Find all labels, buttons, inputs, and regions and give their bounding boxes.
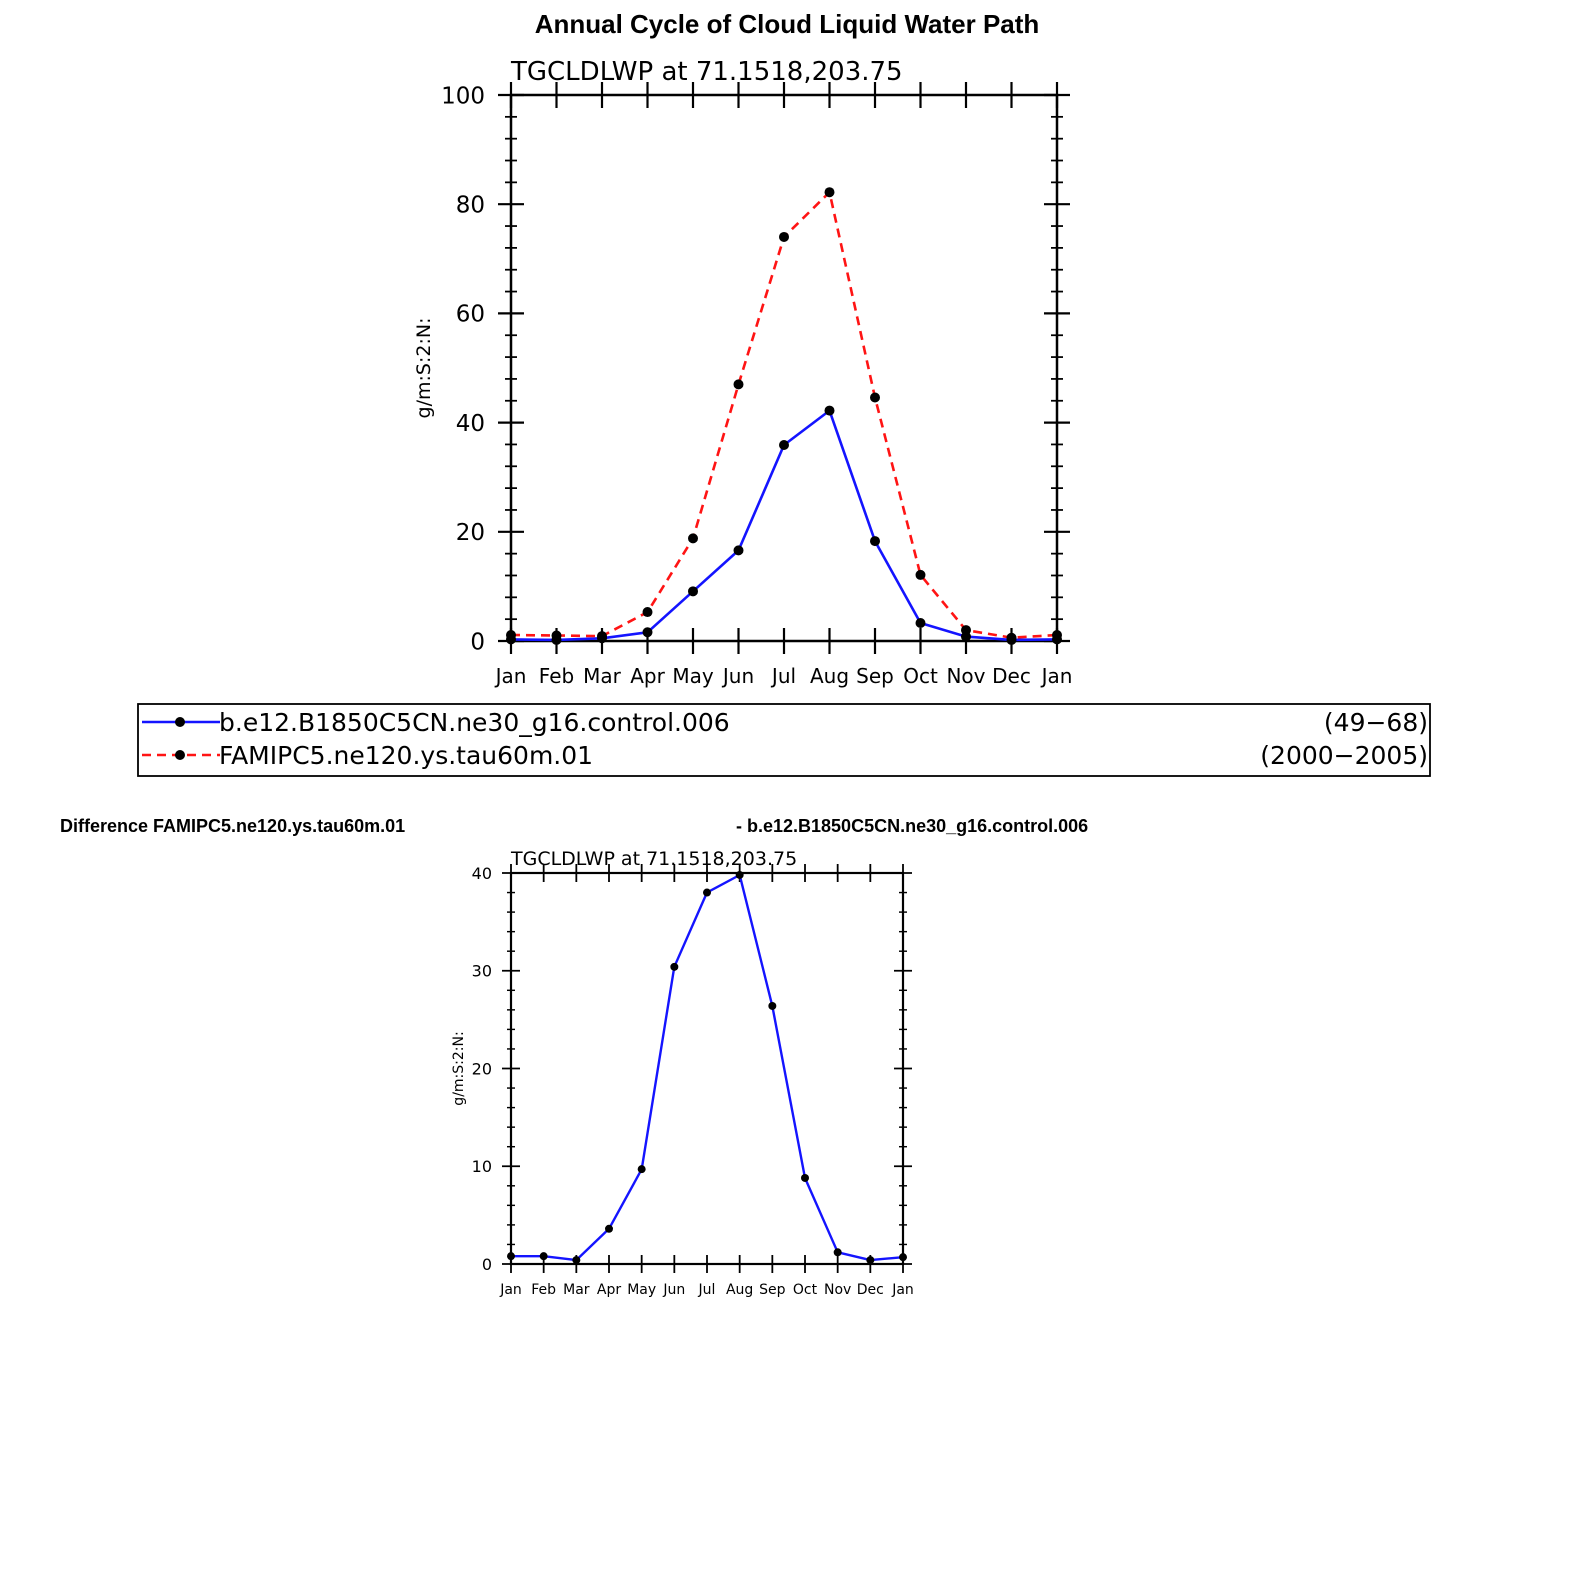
x-tick-label: Sep [856, 664, 894, 688]
top-chart: Jan Feb Mar Apr May Jun Jul Aug Sep Oct Nov Dec Jan 0… [413, 57, 1072, 688]
x-tick-label: Jan [1040, 664, 1073, 688]
x-tick-label: Sep [759, 1282, 786, 1298]
series-line-1 [511, 873, 904, 1262]
x-tick-label: Jun [721, 664, 754, 688]
data-point [833, 1248, 842, 1257]
chart-subtitle: TGCLDLWP at 71.1518,203.75 [510, 57, 903, 87]
x-tick-label: Aug [726, 1282, 753, 1298]
x-tick-label: Nov [946, 664, 985, 688]
data-point [703, 888, 711, 897]
data-point [507, 1252, 515, 1261]
x-tick-label: Oct [903, 664, 938, 688]
x-tick-label: Apr [597, 1282, 621, 1298]
data-point [539, 1252, 548, 1261]
legend-frame [137, 703, 1431, 777]
data-point [733, 545, 744, 556]
data-point [597, 631, 607, 642]
y-tick-label: 30 [472, 962, 492, 981]
legend-label: FAMIPC5.ne120.ys.tau60m.01 [219, 741, 593, 770]
y-tick-label: 10 [472, 1157, 492, 1176]
x-tick-label: Jan [499, 1282, 522, 1298]
data-point [915, 617, 926, 628]
data-point [824, 187, 835, 198]
data-point [915, 569, 926, 580]
difference-title-left: Difference FAMIPC5.ne120.ys.tau60m.01 [60, 816, 405, 836]
x-tick-label: Jan [494, 664, 527, 688]
data-point [506, 629, 516, 640]
x-tick-label: Feb [539, 664, 574, 688]
data-point [688, 586, 698, 597]
x-tick-label: Aug [810, 664, 849, 688]
x-tick-label: Jul [698, 1282, 716, 1298]
difference-title-right: - b.e12.B1850C5CN.ne30_g16.control.006 [736, 816, 1088, 836]
x-tick-label: May [672, 664, 714, 688]
y-axis-label: g/m:S:2:N: [451, 1031, 467, 1105]
plot-frame [509, 871, 905, 1266]
legend-years: (49−68) [1324, 708, 1428, 737]
data-point [688, 533, 698, 544]
y-tick-label: 40 [456, 411, 485, 437]
y-tick-label: 20 [472, 1059, 492, 1078]
x-tick-label: Oct [793, 1282, 818, 1298]
y-axis-label: g/m:S:2:N: [413, 318, 435, 419]
data-point [870, 536, 880, 547]
data-point [1006, 632, 1017, 643]
legend-marker [175, 750, 185, 760]
legend-years: (2000−2005) [1260, 741, 1428, 770]
legend-marker [175, 717, 185, 727]
data-point [735, 870, 744, 879]
data-point [801, 1173, 809, 1182]
y-tick-label: 20 [456, 520, 485, 546]
data-point [637, 1165, 646, 1174]
x-tick-label: Apr [630, 664, 665, 688]
x-tick-label: Mar [563, 1282, 590, 1298]
data-point [642, 607, 653, 618]
data-point [824, 405, 835, 416]
data-point [605, 1224, 613, 1233]
data-point [899, 1253, 907, 1262]
x-tick-label: May [627, 1282, 656, 1298]
x-tick-label: Jan [891, 1282, 914, 1298]
data-point [642, 627, 653, 638]
data-point [572, 1256, 581, 1265]
chart-subtitle: TGCLDLWP at 71.1518,203.75 [510, 848, 797, 870]
series-line-2 [510, 190, 1058, 640]
y-tick-label: 80 [456, 192, 485, 218]
x-tick-label: Feb [531, 1282, 556, 1298]
y-tick-label: 60 [456, 302, 485, 328]
data-point [961, 625, 971, 636]
data-point [779, 439, 789, 450]
y-tick-label: 100 [441, 83, 485, 109]
plot-frame [509, 93, 1059, 643]
data-point [670, 962, 679, 971]
x-tick-label: Jul [770, 664, 796, 688]
x-tick-label: Nov [824, 1282, 851, 1298]
y-tick-label: 0 [470, 629, 485, 655]
difference-chart: Jan Feb Mar Apr May Jun Jul Aug Sep Oct Nov Dec Jan 0… [451, 848, 914, 1298]
data-point [866, 1256, 875, 1265]
x-tick-label: Mar [583, 664, 622, 688]
x-tick-label: Dec [857, 1282, 884, 1298]
x-tick-label: Jun [662, 1282, 685, 1298]
legend: b.e12.B1850C5CN.ne30_g16.control.006 (49−… [137, 703, 1431, 777]
data-point [1052, 629, 1062, 640]
data-point [779, 231, 789, 242]
main-title: Annual Cycle of Cloud Liquid Water Path [535, 9, 1040, 39]
data-point [870, 392, 880, 403]
y-tick-label: 0 [482, 1255, 492, 1274]
y-tick-label: 40 [472, 864, 492, 883]
data-point [733, 379, 744, 390]
data-point [551, 630, 562, 641]
legend-label: b.e12.B1850C5CN.ne30_g16.control.006 [219, 708, 730, 737]
data-point [768, 1001, 777, 1010]
x-tick-label: Dec [992, 664, 1031, 688]
